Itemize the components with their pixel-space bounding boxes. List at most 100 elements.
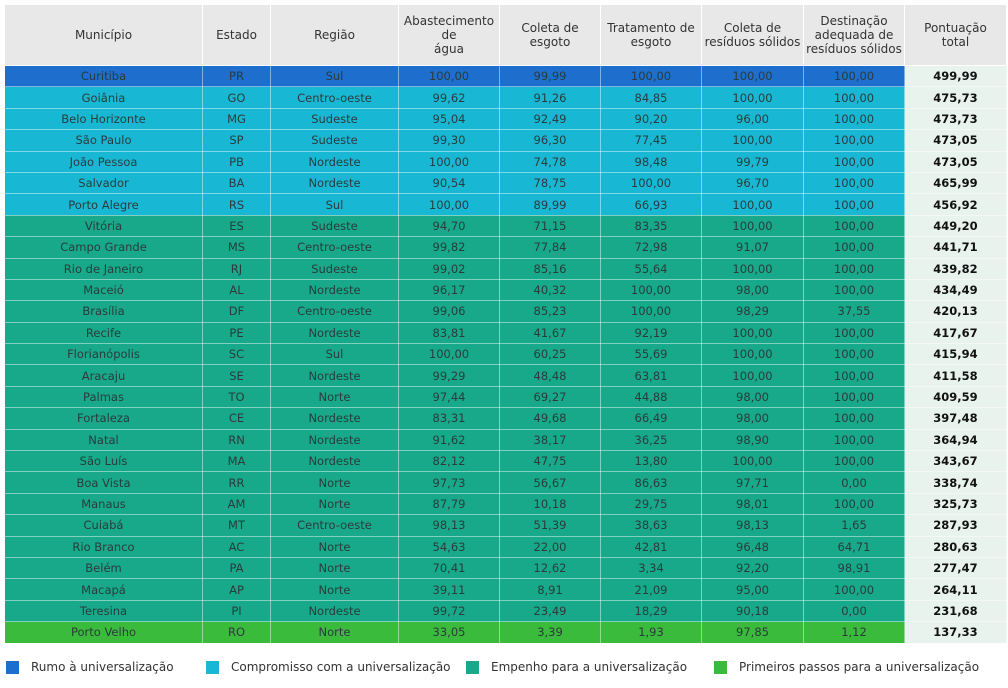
- total-cell: 465,99: [904, 171, 1007, 195]
- column-header: Coleta de resíduos sólidos: [701, 4, 804, 66]
- table-cell: Nordeste: [270, 599, 399, 623]
- table-cell: 91,07: [701, 236, 804, 259]
- table-cell: Cuiabá: [4, 514, 203, 537]
- table-row: João Pessoa PB Nordeste 100,00 74,78 98,48 99,…: [4, 150, 1007, 173]
- table-cell: Sudeste: [270, 129, 399, 152]
- table-cell: 78,75: [499, 171, 601, 195]
- table-row: Palmas TO Norte 97,44 69,27 44,88 98,00 100,00 4…: [4, 385, 1007, 409]
- table-cell: 100,00: [803, 278, 905, 302]
- table-row: Porto Alegre RS Sul 100,00 89,99 66,93 100,00 1…: [4, 193, 1007, 216]
- table-cell: 90,20: [600, 107, 702, 131]
- table-cell: Nordeste: [270, 364, 399, 387]
- table-cell: Belo Horizonte: [4, 107, 203, 131]
- table-cell: Florianópolis: [4, 343, 203, 366]
- total-cell: 325,73: [904, 492, 1007, 516]
- table-cell: RN: [202, 428, 271, 452]
- table-cell: 96,00: [701, 107, 804, 131]
- table-cell: BA: [202, 171, 271, 195]
- legend-swatch: [714, 660, 727, 674]
- table-cell: 98,90: [701, 428, 804, 452]
- table-cell: Norte: [270, 535, 399, 558]
- table-cell: 44,88: [600, 385, 702, 409]
- table-cell: PA: [202, 556, 271, 580]
- table-row: Manaus AM Norte 87,79 10,18 29,75 98,01 100,00 3…: [4, 492, 1007, 516]
- table-cell: 100,00: [803, 385, 905, 409]
- table-cell: Manaus: [4, 492, 203, 516]
- table-cell: Porto Velho: [4, 621, 203, 644]
- table-cell: 100,00: [803, 129, 905, 152]
- table-cell: Centro-oeste: [270, 236, 399, 259]
- total-cell: 441,71: [904, 236, 1007, 259]
- table-row: Florianópolis SC Sul 100,00 60,25 55,69 100,00…: [4, 343, 1007, 366]
- total-cell: 473,05: [904, 150, 1007, 173]
- table-cell: 1,65: [803, 514, 905, 537]
- header-row: Município Estado Região Abastecimento de ág…: [4, 4, 1007, 66]
- table-row: Aracaju SE Nordeste 99,29 48,48 63,81 100,00 10…: [4, 364, 1007, 387]
- table-cell: Nordeste: [270, 278, 399, 302]
- total-cell: 287,93: [904, 514, 1007, 537]
- table-row: Brasília DF Centro-oeste 99,06 85,23 100,00 98…: [4, 300, 1007, 323]
- table-cell: 96,30: [499, 129, 601, 152]
- table-cell: 1,12: [803, 621, 905, 644]
- table-cell: Norte: [270, 578, 399, 601]
- table-cell: 83,81: [398, 321, 500, 345]
- table-cell: RR: [202, 471, 271, 494]
- table-cell: 100,00: [803, 578, 905, 601]
- table-cell: 99,79: [701, 150, 804, 173]
- total-cell: 338,74: [904, 471, 1007, 494]
- table-cell: Sul: [270, 64, 399, 88]
- legend-swatch: [206, 660, 219, 674]
- table-row: Boa Vista RR Norte 97,73 56,67 86,63 97,71 0,00…: [4, 471, 1007, 494]
- table-cell: 100,00: [803, 364, 905, 387]
- table-cell: 100,00: [600, 64, 702, 88]
- table-cell: 100,00: [803, 321, 905, 345]
- table-row: Cuiabá MT Centro-oeste 98,13 51,39 38,63 98,13…: [4, 514, 1007, 537]
- table-row: Fortaleza CE Nordeste 83,31 49,68 66,49 98,00 1…: [4, 407, 1007, 430]
- table-cell: SE: [202, 364, 271, 387]
- total-cell: 264,11: [904, 578, 1007, 601]
- table-cell: 98,00: [701, 407, 804, 430]
- table-cell: 97,73: [398, 471, 500, 494]
- column-header: Pontuação total: [904, 4, 1007, 66]
- column-header: Coleta de esgoto: [499, 4, 601, 66]
- legend: Rumo à universalização Compromisso com a …: [6, 657, 1006, 677]
- table-cell: 92,20: [701, 556, 804, 580]
- table-cell: 98,13: [701, 514, 804, 537]
- table-cell: Nordeste: [270, 450, 399, 473]
- table-row: Salvador BA Nordeste 90,54 78,75 100,00 96,70 1…: [4, 171, 1007, 195]
- table-cell: 100,00: [803, 150, 905, 173]
- table-cell: Vitória: [4, 214, 203, 238]
- table-cell: 100,00: [701, 343, 804, 366]
- table-cell: Goiânia: [4, 86, 203, 109]
- table-cell: 39,11: [398, 578, 500, 601]
- table-cell: 91,62: [398, 428, 500, 452]
- table-cell: 83,35: [600, 214, 702, 238]
- table-cell: Porto Alegre: [4, 193, 203, 216]
- table-row: São Luís MA Nordeste 82,12 47,75 13,80 100,00 1…: [4, 450, 1007, 473]
- table-cell: 100,00: [803, 86, 905, 109]
- table-cell: Norte: [270, 492, 399, 516]
- table-cell: 100,00: [803, 214, 905, 238]
- table-cell: Nordeste: [270, 407, 399, 430]
- table-cell: Centro-oeste: [270, 300, 399, 323]
- table-cell: Aracaju: [4, 364, 203, 387]
- table-cell: 51,39: [499, 514, 601, 537]
- table-cell: 0,00: [803, 599, 905, 623]
- table-cell: 100,00: [803, 193, 905, 216]
- table-cell: 66,93: [600, 193, 702, 216]
- table-cell: 100,00: [701, 129, 804, 152]
- table-cell: 1,93: [600, 621, 702, 644]
- table-cell: PI: [202, 599, 271, 623]
- table-cell: São Luís: [4, 450, 203, 473]
- table-cell: 38,63: [600, 514, 702, 537]
- table-cell: Nordeste: [270, 321, 399, 345]
- total-cell: 409,59: [904, 385, 1007, 409]
- table-cell: 100,00: [701, 214, 804, 238]
- table-cell: 86,63: [600, 471, 702, 494]
- table-cell: 97,85: [701, 621, 804, 644]
- table-cell: Salvador: [4, 171, 203, 195]
- total-cell: 439,82: [904, 257, 1007, 280]
- table-cell: ES: [202, 214, 271, 238]
- table-cell: 21,09: [600, 578, 702, 601]
